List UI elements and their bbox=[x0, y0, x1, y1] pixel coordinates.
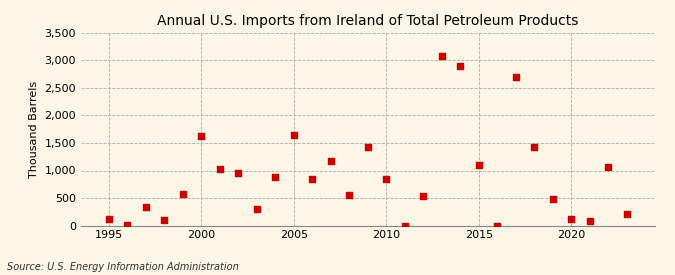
Point bbox=[233, 170, 244, 175]
Point bbox=[529, 145, 540, 150]
Point bbox=[622, 212, 632, 216]
Point bbox=[418, 194, 429, 198]
Point bbox=[178, 192, 188, 196]
Point bbox=[547, 197, 558, 201]
Point bbox=[437, 53, 448, 58]
Point bbox=[362, 145, 373, 150]
Point bbox=[381, 177, 392, 181]
Point bbox=[103, 217, 114, 222]
Text: Source: U.S. Energy Information Administration: Source: U.S. Energy Information Administ… bbox=[7, 262, 238, 272]
Point bbox=[474, 163, 485, 167]
Y-axis label: Thousand Barrels: Thousand Barrels bbox=[29, 81, 39, 178]
Point bbox=[510, 75, 521, 79]
Title: Annual U.S. Imports from Ireland of Total Petroleum Products: Annual U.S. Imports from Ireland of Tota… bbox=[157, 14, 578, 28]
Point bbox=[325, 158, 336, 163]
Point bbox=[344, 192, 355, 197]
Point bbox=[400, 223, 410, 228]
Point bbox=[215, 167, 225, 172]
Point bbox=[566, 217, 577, 222]
Point bbox=[251, 207, 262, 211]
Point bbox=[307, 177, 318, 181]
Point bbox=[270, 174, 281, 179]
Point bbox=[455, 64, 466, 68]
Point bbox=[603, 164, 614, 169]
Point bbox=[492, 223, 503, 228]
Point bbox=[122, 223, 133, 227]
Point bbox=[159, 218, 169, 222]
Point bbox=[585, 219, 595, 224]
Point bbox=[196, 134, 207, 139]
Point bbox=[140, 205, 151, 210]
Point bbox=[288, 133, 299, 138]
